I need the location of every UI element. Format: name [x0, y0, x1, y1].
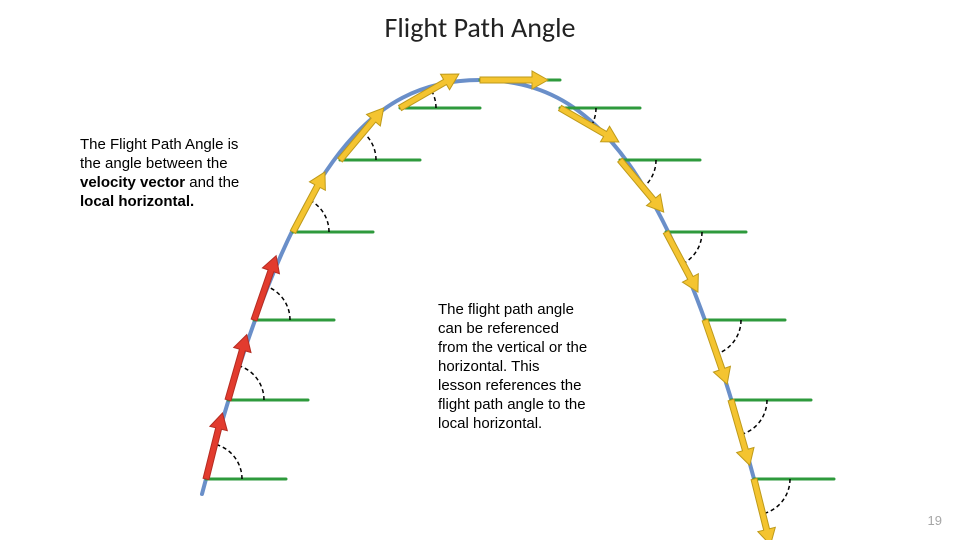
angle-arc	[717, 320, 741, 354]
trajectory-curve	[202, 80, 758, 494]
angle-arc	[643, 160, 656, 188]
angle-arc	[238, 365, 264, 400]
velocity-arrow	[613, 154, 670, 218]
velocity-arrow	[722, 398, 758, 468]
velocity-arrow	[696, 317, 735, 387]
velocity-arrow	[658, 228, 706, 296]
velocity-arrow	[333, 102, 390, 166]
velocity-arrow	[745, 477, 779, 540]
angle-arc	[310, 200, 329, 232]
velocity-arrow	[285, 168, 333, 236]
angle-arc	[683, 232, 702, 264]
velocity-arrow	[197, 411, 231, 481]
velocity-arrow	[480, 71, 548, 89]
angle-arc	[741, 400, 767, 435]
velocity-arrow	[219, 332, 255, 402]
angle-arc	[266, 286, 290, 320]
angle-arc	[215, 444, 242, 479]
flight-path-diagram	[0, 0, 960, 540]
angle-arc	[363, 132, 376, 160]
angle-arc	[763, 479, 790, 514]
